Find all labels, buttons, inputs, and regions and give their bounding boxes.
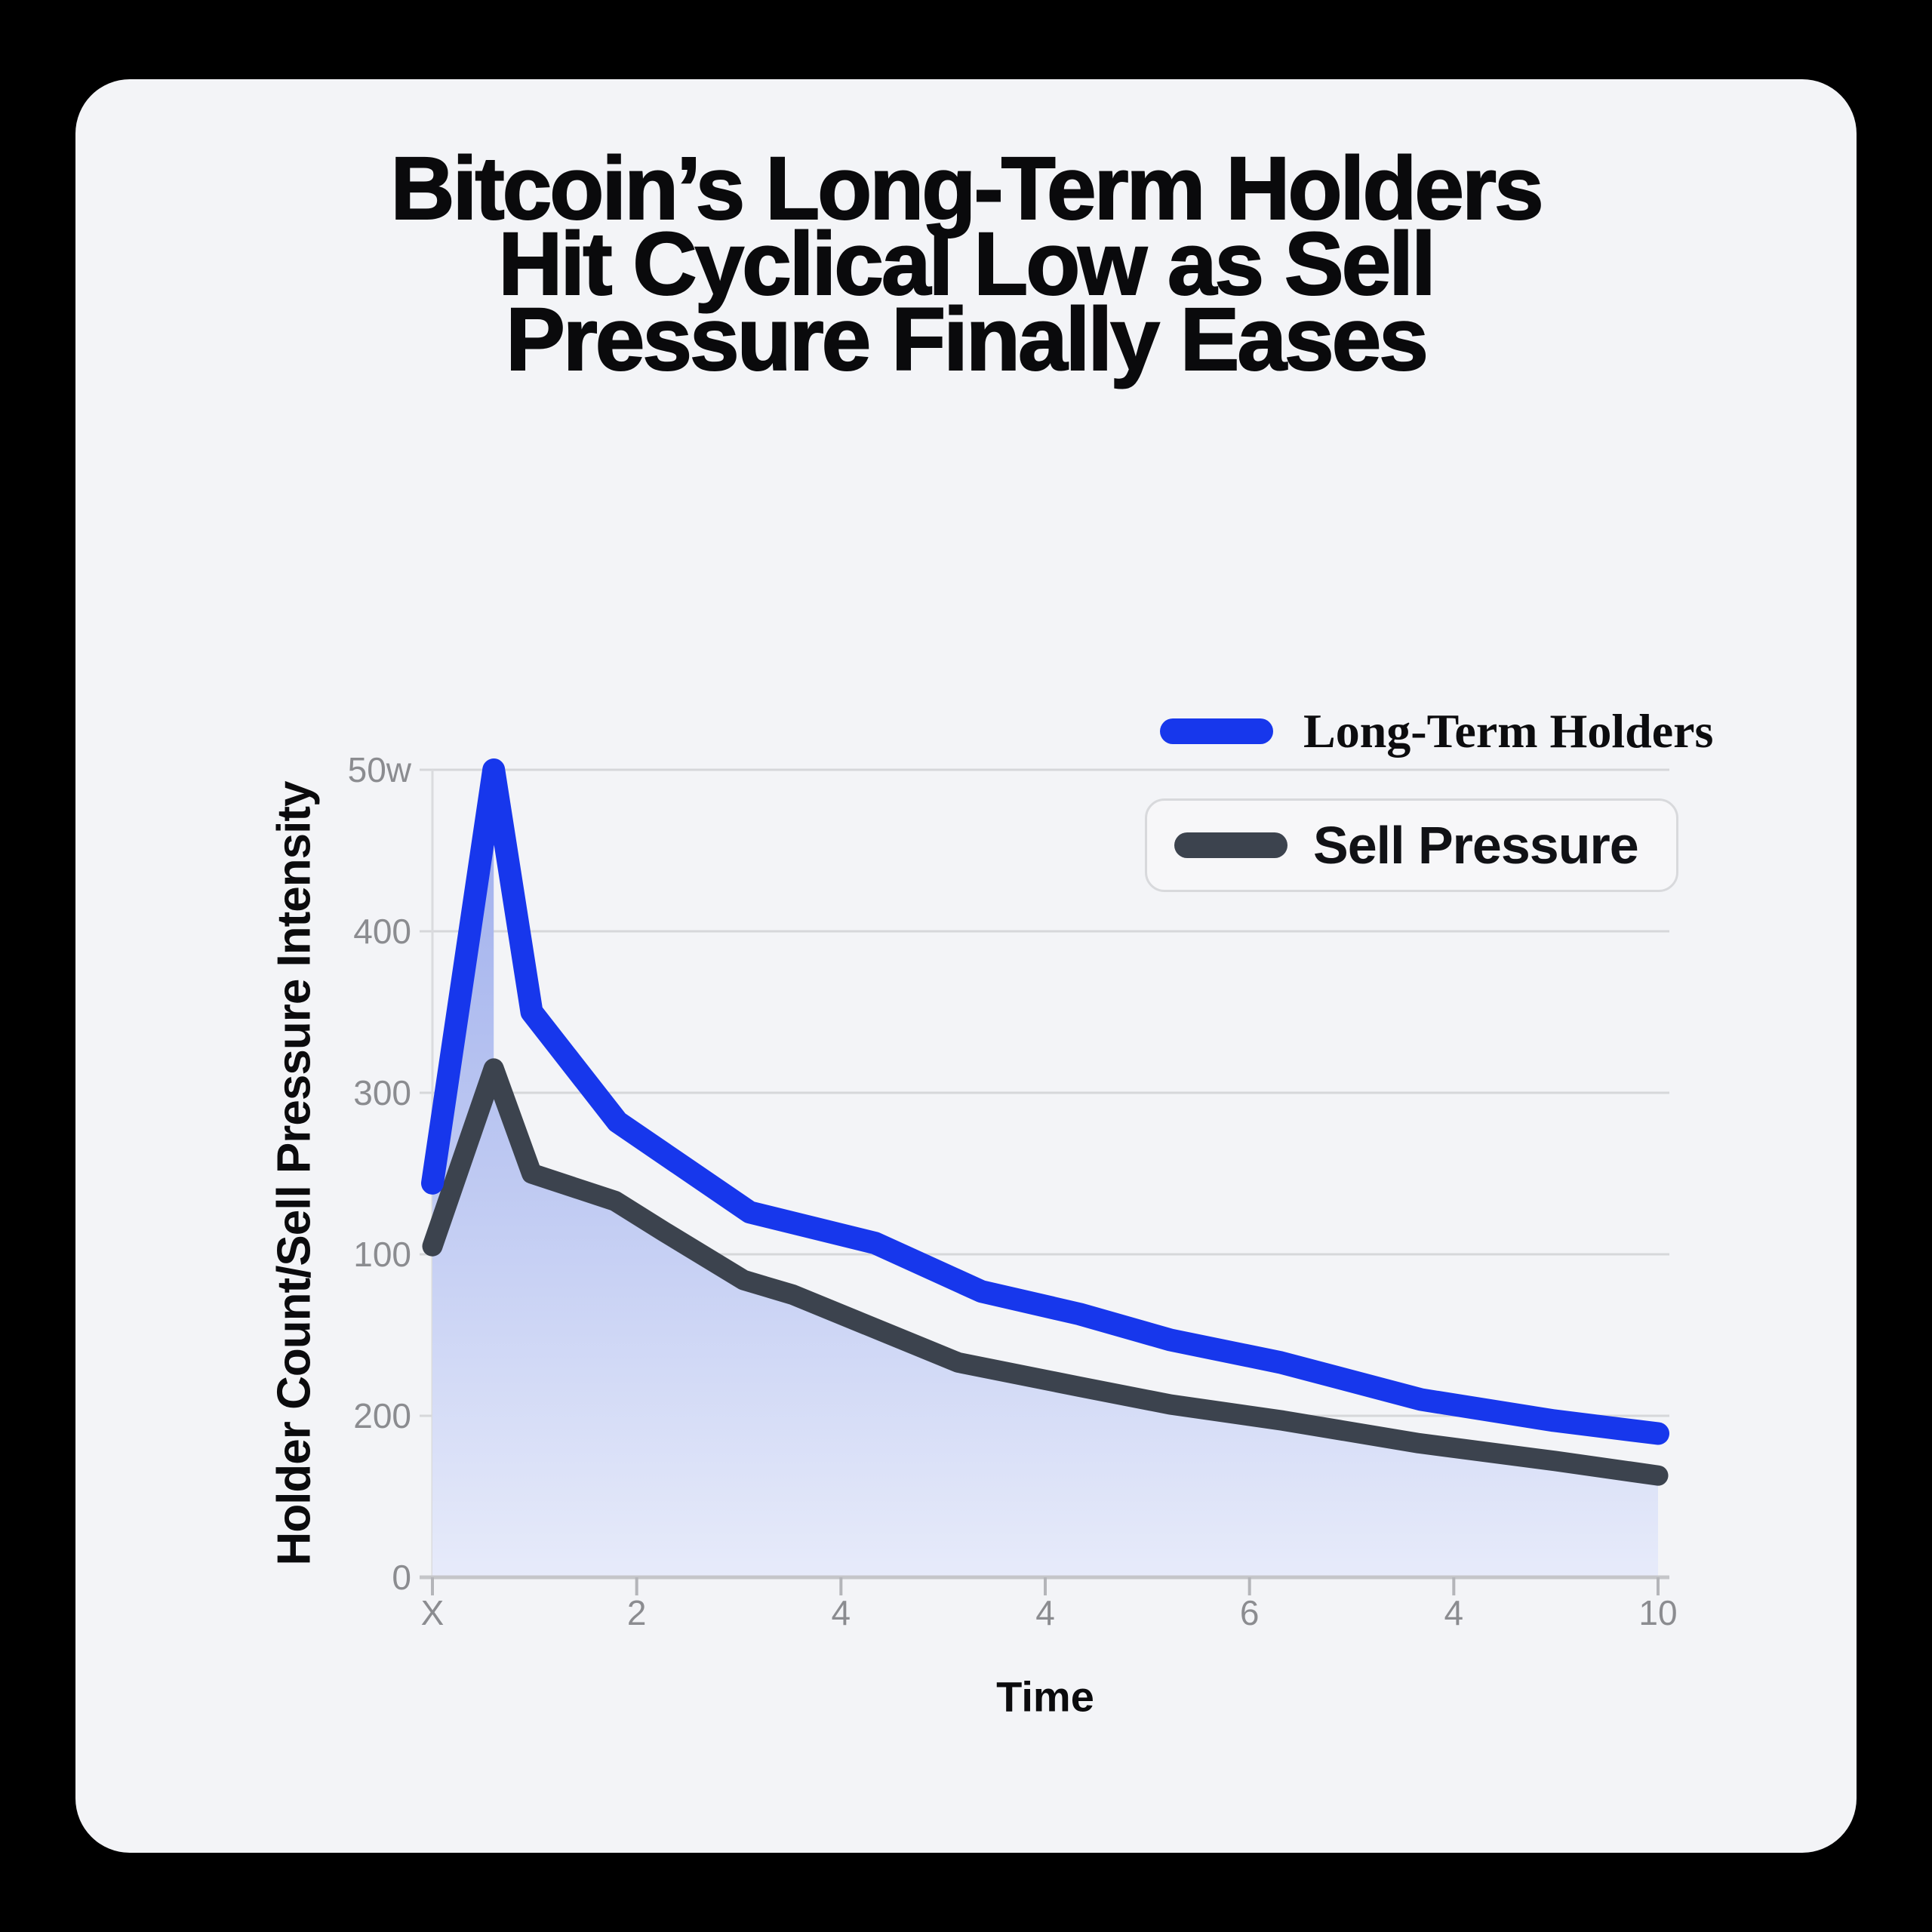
legend-label-long-term-holders: Long-Term Holders bbox=[1303, 704, 1714, 758]
infographic-card: Bitcoin’s Long-Term Holders Hit Cyclical… bbox=[75, 79, 1857, 1853]
line-chart: X 2 4 4 6 4 10 50w 400 300 100 200 0 bbox=[348, 750, 1678, 1632]
y-tick-label: 100 bbox=[353, 1235, 411, 1274]
x-tick-label: 6 bbox=[1240, 1593, 1260, 1632]
y-axis-title: Holder Count/Sell Pressure Intensity bbox=[268, 781, 321, 1566]
sell-pressure-line bbox=[422, 1058, 1669, 1486]
chart-title: Bitcoin’s Long-Term Holders Hit Cyclical… bbox=[75, 139, 1857, 389]
legend-item-long-term-holders: Long-Term Holders bbox=[1160, 704, 1713, 758]
x-axis-title: Time bbox=[996, 1672, 1094, 1721]
legend-swatch-sell-pressure bbox=[1174, 832, 1287, 858]
title-line-1: Bitcoin’s Long-Term Holders bbox=[389, 139, 1544, 238]
x-tick-label: 10 bbox=[1638, 1593, 1677, 1632]
legend-label-sell-pressure: Sell Pressure bbox=[1313, 816, 1639, 875]
x-tick-label: X bbox=[421, 1593, 445, 1632]
y-tick-label: 400 bbox=[353, 912, 411, 951]
long-term-holders-line bbox=[421, 758, 1669, 1445]
title-line-3: Pressure Finally Eases bbox=[505, 290, 1429, 389]
x-tick-label: 4 bbox=[1035, 1593, 1055, 1632]
x-tick-label: 2 bbox=[627, 1593, 647, 1632]
y-tick-label: 200 bbox=[353, 1396, 411, 1435]
y-tick-label: 50w bbox=[348, 750, 412, 789]
y-tick-label: 0 bbox=[392, 1558, 411, 1597]
legend-item-sell-pressure: Sell Pressure bbox=[1145, 798, 1678, 892]
area-fill bbox=[432, 770, 1658, 1577]
legend-swatch-long-term-holders bbox=[1160, 718, 1273, 744]
x-tick-label: 4 bbox=[1444, 1593, 1464, 1632]
x-tick-label: 4 bbox=[832, 1593, 851, 1632]
y-tick-label: 300 bbox=[353, 1073, 411, 1112]
title-line-2: Hit Cyclical Low as Sell bbox=[497, 214, 1437, 314]
